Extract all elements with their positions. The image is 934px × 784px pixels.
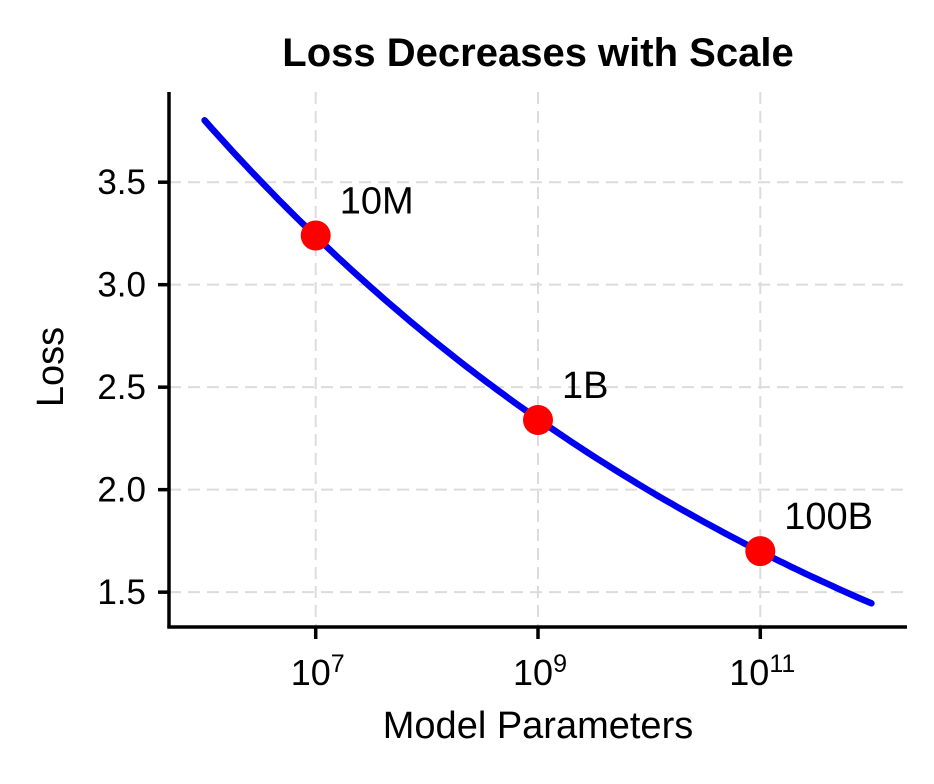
y-tick-label-2.0: 2.0 xyxy=(97,471,146,510)
y-tick-label-1.5: 1.5 xyxy=(97,573,146,612)
y-tick-label-2.5: 2.5 xyxy=(97,368,146,407)
x-tick-label-1e9: 109 xyxy=(513,650,567,693)
y-tick-label-3.0: 3.0 xyxy=(97,266,146,305)
point-annotations: 10M 1B 100B xyxy=(340,180,873,538)
data-point-1B xyxy=(523,404,553,435)
x-tick-label-1e11: 1011 xyxy=(729,650,795,693)
gridlines xyxy=(169,92,907,627)
axes-spines xyxy=(158,92,907,639)
annotation-10M: 10M xyxy=(340,180,414,222)
x-tick-label-1e7: 107 xyxy=(291,650,345,693)
data-point-100B xyxy=(745,536,776,567)
x-axis-label: Model Parameters xyxy=(383,705,693,747)
chart-title: Loss Decreases with Scale xyxy=(282,31,793,75)
data-points-layer xyxy=(300,220,776,567)
annotation-1B: 1B xyxy=(562,365,608,407)
y-axis-label: Loss xyxy=(30,327,72,407)
tick-labels: 3.5 3.0 2.5 2.0 1.5 107 109 1011 xyxy=(97,163,795,693)
y-tick-label-3.5: 3.5 xyxy=(97,163,146,202)
annotation-100B: 100B xyxy=(784,496,873,538)
data-point-10M xyxy=(300,220,331,251)
